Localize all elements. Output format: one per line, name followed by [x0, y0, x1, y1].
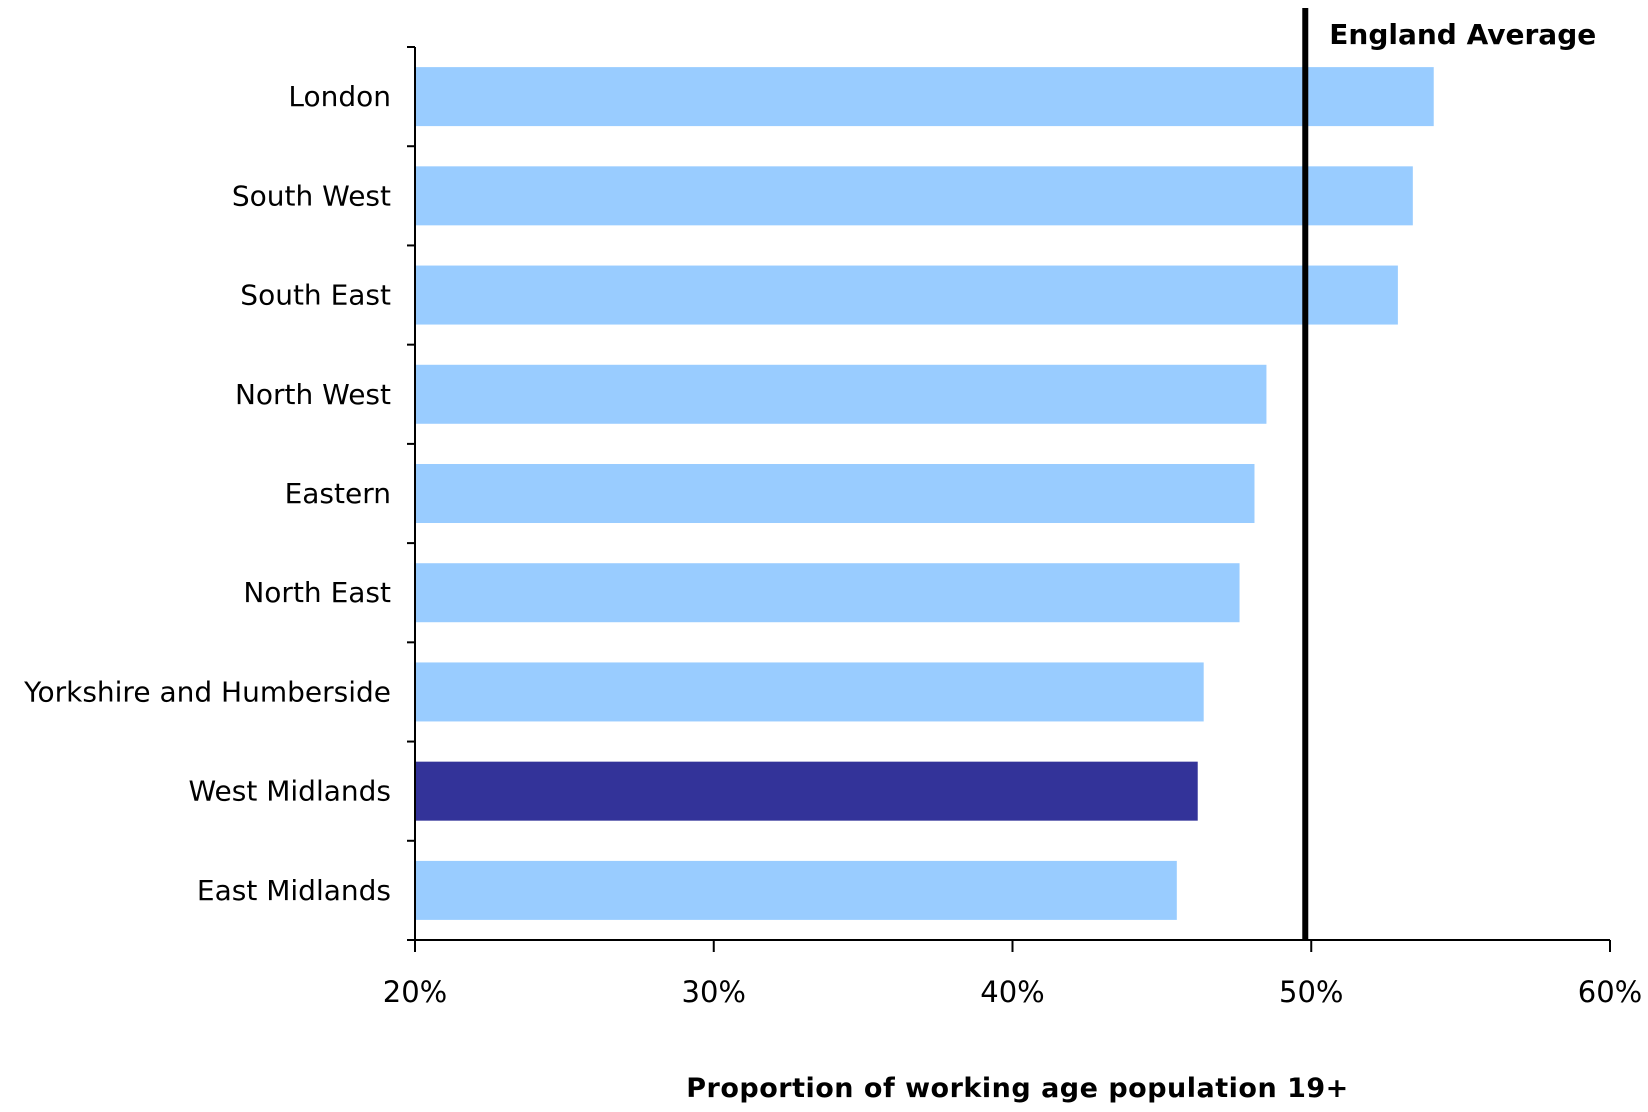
x-tick-label: 40%	[980, 975, 1044, 1009]
category-label-yorkshire-and-humberside: Yorkshire and Humberside	[23, 675, 391, 708]
x-tick-label: 30%	[682, 975, 746, 1009]
bar-eastern	[415, 464, 1255, 523]
bar-west-midlands	[415, 761, 1198, 821]
reference-line-group: England Average	[1302, 8, 1596, 940]
x-axis-title: Proportion of working age population 19+	[686, 1073, 1349, 1104]
category-label-eastern: Eastern	[285, 477, 391, 510]
category-label-west-midlands: West Midlands	[189, 775, 392, 808]
category-label-london: London	[288, 80, 391, 113]
england-average-label: England Average	[1329, 18, 1596, 51]
category-label-north-west: North West	[235, 378, 391, 411]
bar-north-west	[415, 364, 1267, 424]
bar-yorkshire-and-humberside	[415, 662, 1204, 722]
bar-south-east	[415, 265, 1398, 325]
x-tick-label: 50%	[1279, 975, 1343, 1009]
bar-north-east	[415, 563, 1240, 623]
x-tick-label: 20%	[383, 975, 447, 1009]
category-label-east-midlands: East Midlands	[197, 874, 391, 907]
category-labels: London South West South East North West East…	[23, 80, 391, 907]
category-label-north-east: North East	[243, 576, 391, 609]
bar-south-west	[415, 166, 1413, 226]
x-axis-ticks: 20% 30% 40% 50% 60%	[383, 46, 1642, 1009]
x-tick-label: 60%	[1578, 975, 1642, 1009]
bar-london	[415, 67, 1434, 127]
category-label-south-west: South West	[232, 179, 391, 212]
bar-east-midlands	[415, 860, 1177, 920]
category-label-south-east: South East	[240, 279, 391, 312]
bars	[415, 67, 1434, 920]
